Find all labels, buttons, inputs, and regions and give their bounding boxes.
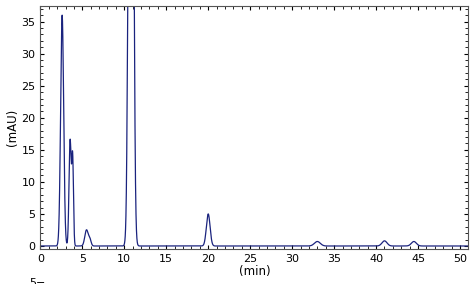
X-axis label: (min): (min) [238, 266, 270, 278]
Y-axis label: (mAU): (mAU) [6, 109, 18, 146]
Text: 5−: 5− [29, 278, 46, 284]
